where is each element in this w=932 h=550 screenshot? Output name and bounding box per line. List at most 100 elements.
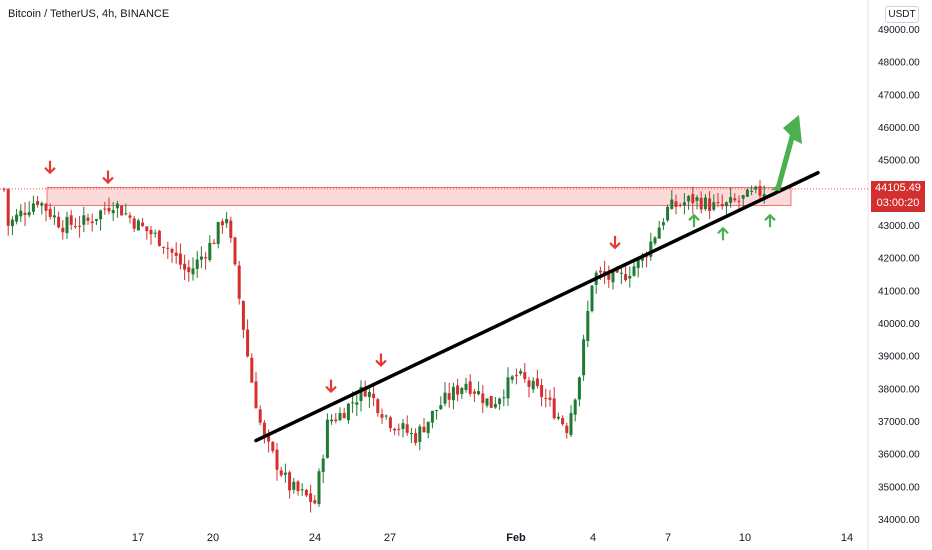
candle-body [716, 202, 720, 204]
candle-body [556, 416, 560, 419]
candle-body [225, 219, 229, 224]
candle-body [762, 194, 766, 198]
candle-body [178, 253, 182, 265]
candle-body [40, 203, 44, 206]
candle-body [220, 221, 224, 226]
candle-body [703, 197, 707, 210]
candle-body [237, 265, 241, 299]
x-tick-label: 7 [665, 532, 671, 544]
candle-body [447, 393, 451, 400]
candle-body [540, 385, 544, 398]
candle-body [346, 403, 350, 421]
candle-body [460, 388, 464, 394]
candle-body [128, 215, 132, 218]
candle-body [250, 357, 254, 383]
candle-body [628, 275, 632, 279]
candle-body [430, 410, 434, 423]
candle-body [115, 203, 119, 209]
candle-body [233, 237, 237, 265]
candle-body [577, 377, 581, 400]
candle-body [493, 403, 497, 408]
sell-signal-arrow [609, 235, 621, 250]
candle-body [687, 196, 691, 202]
y-tick-label: 48000.00 [878, 58, 920, 69]
candle-body [758, 186, 762, 196]
candle-body [519, 371, 523, 374]
y-tick-label: 39000.00 [878, 352, 920, 363]
candle-body [48, 208, 52, 217]
y-tick-label: 43000.00 [878, 221, 920, 232]
candle-body [544, 398, 548, 400]
candle-body [582, 339, 586, 376]
candle-body [388, 417, 392, 429]
last-price: 44105.49 [875, 182, 921, 194]
candle-body [695, 197, 699, 201]
candle-body [141, 222, 145, 226]
candle-body [82, 215, 86, 225]
candle-body [254, 381, 258, 409]
candle-body [586, 311, 590, 342]
candle-body [598, 270, 602, 273]
x-tick-label: 27 [384, 532, 396, 544]
candle-body [355, 402, 359, 405]
candle-body [569, 413, 573, 435]
y-tick-label: 41000.00 [878, 286, 920, 297]
candle-body [170, 248, 174, 253]
projection-arrow [771, 115, 802, 191]
candle-body [338, 413, 342, 421]
candle-body [670, 199, 674, 209]
trendline [254, 170, 820, 443]
candle-body [527, 380, 531, 387]
candle-body [2, 188, 6, 190]
candle-body [451, 386, 455, 401]
candle-body [401, 423, 405, 429]
candle-body [464, 383, 468, 391]
candle-body [481, 393, 485, 404]
y-tick-label: 46000.00 [878, 123, 920, 134]
candle-body [367, 391, 371, 398]
candle-body [514, 375, 518, 377]
candle-body [426, 421, 430, 434]
candle-body [309, 493, 313, 502]
candle-body [166, 247, 170, 249]
candle-body [624, 274, 628, 281]
candle-body [19, 210, 23, 217]
y-tick-label: 34000.00 [878, 515, 920, 526]
candle-body [468, 381, 472, 394]
candle-body [372, 393, 376, 399]
candle-body [65, 216, 69, 234]
candle-body [36, 201, 40, 205]
candles [2, 179, 766, 513]
candle-body [145, 226, 149, 232]
candle-body [288, 472, 292, 491]
candle-body [632, 266, 636, 276]
currency-button[interactable]: USDT [885, 6, 919, 23]
candle-body [619, 272, 623, 274]
candle-body [699, 197, 703, 210]
candle-body [645, 256, 649, 258]
candle-body [204, 257, 208, 259]
candle-body [111, 210, 115, 214]
candle-body [136, 220, 140, 231]
y-tick-label: 35000.00 [878, 482, 920, 493]
candle-body [712, 202, 716, 210]
candle-body [724, 202, 728, 207]
x-tick-label: 14 [841, 532, 853, 544]
sell-signal-arrow [102, 170, 114, 185]
y-tick-label: 37000.00 [878, 417, 920, 428]
candle-body [657, 227, 661, 239]
candle-body [241, 301, 245, 330]
candle-body [636, 258, 640, 269]
candle-body [456, 385, 460, 395]
candle-body [611, 271, 615, 283]
resistance-zone [46, 187, 792, 206]
candle-body [552, 398, 556, 419]
candle-body [477, 391, 481, 395]
x-tick-label: 24 [309, 532, 321, 544]
candle-body [27, 212, 31, 216]
candle-body [506, 377, 510, 399]
y-tick-label: 49000.00 [878, 25, 920, 36]
candle-body [561, 418, 565, 425]
candle-body [120, 205, 124, 216]
